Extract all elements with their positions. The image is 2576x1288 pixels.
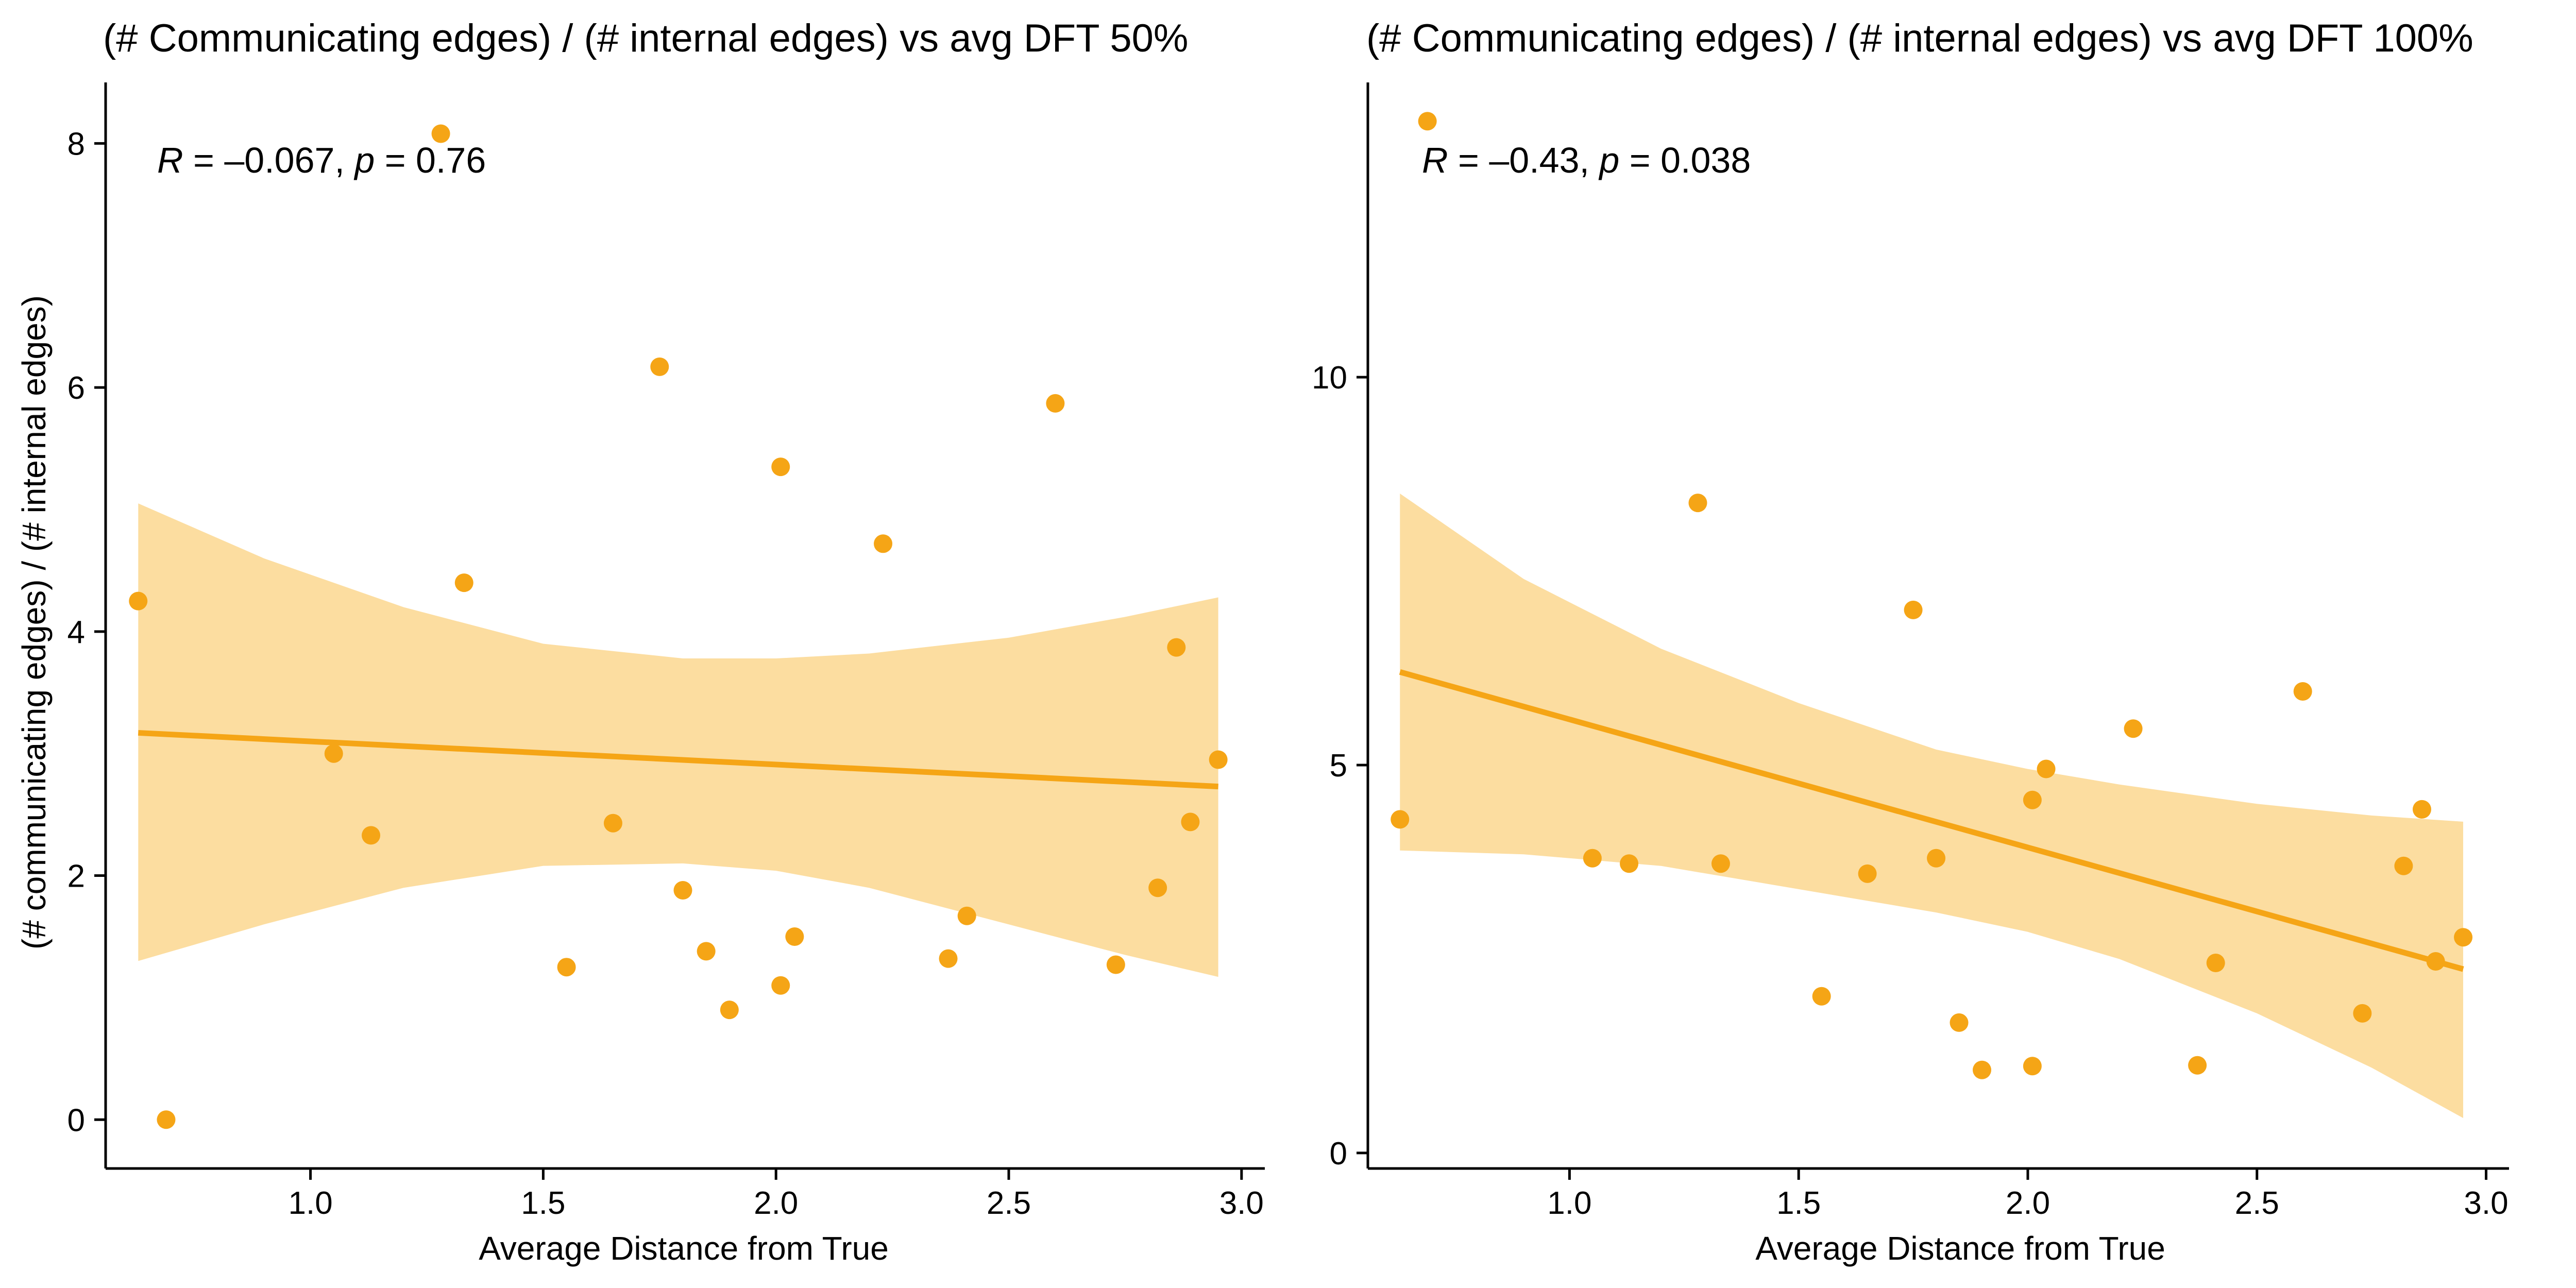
panel-right-confidence-band: [1400, 494, 2463, 1118]
panel-left-data-point: [771, 976, 790, 995]
panel-left-data-point: [157, 1110, 176, 1129]
panel-left-data-point: [874, 534, 893, 553]
panel-right: (# Communicating edges) / (# internal ed…: [1312, 16, 2509, 1267]
panel-right-data-point: [1688, 494, 1707, 513]
panel-left: (# Communicating edges) / (# internal ed…: [15, 16, 1265, 1267]
panel-right-regression-line: [1399, 669, 2464, 972]
panel-right-stat-p-value: = 0.038: [1619, 140, 1751, 180]
panel-left-x-tick-label: 2.0: [754, 1185, 798, 1221]
panel-left-data-point: [362, 826, 381, 845]
panel-right-x-tick-label: 2.5: [2235, 1185, 2279, 1221]
panel-left-y-tick-label: 0: [67, 1103, 85, 1138]
panel-left-data-point: [720, 1001, 739, 1020]
panel-right-data-point: [2206, 953, 2225, 972]
panel-left-data-point: [771, 457, 790, 477]
panel-right-data-point: [1950, 1013, 1969, 1032]
panel-left-stat-annotation: R = –0.067, p = 0.76: [157, 140, 486, 180]
panel-right-stat-annotation: R = –0.43, p = 0.038: [1422, 140, 1751, 180]
panel-right-x-tick-label: 3.0: [2464, 1185, 2508, 1221]
panel-left-points-layer: [129, 124, 1228, 1129]
panel-left-x-tick-label: 3.0: [1219, 1185, 1264, 1221]
panel-left-x-tick-label: 1.0: [288, 1185, 332, 1221]
panel-right-data-point: [2394, 856, 2413, 875]
panel-right-data-point: [1904, 600, 1923, 619]
panel-right-x-tick-label: 2.0: [2006, 1185, 2050, 1221]
panel-left-data-point: [454, 573, 473, 592]
panel-left-data-point: [1148, 878, 1167, 897]
panel-left-data-point: [129, 591, 148, 611]
panel-right-stat-r-label: R: [1422, 140, 1448, 180]
panel-right-data-point: [2353, 1004, 2372, 1023]
panel-left-data-point: [1209, 750, 1228, 769]
panel-left-data-point: [957, 906, 976, 925]
panel-right-data-point: [2426, 952, 2445, 971]
panel-left-y-axis-label: (# communicating edges) / (# internal ed…: [15, 295, 53, 950]
panel-right-data-point: [1620, 854, 1639, 873]
panel-left-data-point: [1167, 638, 1186, 657]
panel-right-data-point: [1711, 854, 1730, 873]
panel-right-data-point: [2188, 1056, 2207, 1075]
panel-right-x-axis-label: Average Distance from True: [1755, 1230, 2165, 1267]
panel-right-data-point: [2037, 759, 2056, 778]
panel-left-stat-r-label: R: [157, 140, 183, 180]
panel-right-data-point: [1973, 1060, 1992, 1079]
panel-right-x-tick-label: 1.0: [1547, 1185, 1591, 1221]
panel-right-data-point: [1927, 849, 1946, 868]
panel-right-stat-p-label: p: [1598, 140, 1619, 180]
panel-left-data-point: [673, 880, 692, 900]
panel-left-y-tick-label: 4: [67, 615, 85, 650]
panel-right-data-point: [1858, 864, 1877, 883]
panel-left-confidence-band: [138, 503, 1218, 977]
panel-left-fit-layer: [138, 730, 1218, 790]
panel-left-data-point: [939, 949, 958, 968]
panel-right-data-point: [2454, 928, 2473, 947]
panel-left-y-tick-label: 6: [67, 370, 85, 406]
panel-right-band-layer: [1400, 494, 2463, 1118]
panel-left-band-layer: [138, 503, 1218, 977]
panel-right-stat-r-value: = –0.43,: [1448, 140, 1600, 180]
panel-right-data-point: [2293, 682, 2312, 701]
panel-left-data-point: [697, 942, 716, 961]
panel-right-title: (# Communicating edges) / (# internal ed…: [1366, 16, 2473, 60]
panel-right-data-point: [1812, 987, 1831, 1006]
panel-left-title: (# Communicating edges) / (# internal ed…: [103, 16, 1188, 60]
panel-left-y-tick-label: 2: [67, 859, 85, 894]
panel-right-data-point: [2124, 719, 2143, 738]
panel-left-data-point: [785, 927, 804, 946]
panel-right-x-tick-label: 1.5: [1776, 1185, 1821, 1221]
panel-right-data-point: [1391, 810, 1410, 829]
panel-left-data-point: [431, 124, 450, 143]
panel-right-axes: 1.0 1.5 2.0 2.5 3.0 0 5 10: [1312, 82, 2509, 1221]
panel-left-data-point: [650, 357, 669, 376]
panel-left-data-point: [324, 744, 343, 763]
panel-left-data-point: [1046, 394, 1065, 413]
panel-left-data-point: [1181, 812, 1200, 832]
panel-right-data-point: [1583, 849, 1602, 868]
panel-right-data-point: [2023, 1057, 2042, 1076]
panel-right-data-point: [2023, 790, 2042, 809]
panel-left-stat-r-value: = –0.067,: [183, 140, 355, 180]
panel-right-y-tick-label: 5: [1330, 748, 1347, 784]
panel-left-stat-p-label: p: [353, 140, 375, 180]
panel-left-x-tick-label: 2.5: [987, 1185, 1031, 1221]
panel-left-data-point: [1106, 955, 1125, 974]
panel-right-y-tick-label: 10: [1312, 360, 1347, 396]
panel-left-x-tick-label: 1.5: [521, 1185, 565, 1221]
panel-right-data-point: [1418, 112, 1437, 131]
panel-left-stat-p-value: = 0.76: [375, 140, 486, 180]
panel-left-axes: 1.0 1.5 2.0 2.5 3.0 0 2 4 6 8: [67, 82, 1265, 1221]
panel-left-data-point: [603, 814, 622, 833]
panel-left-y-tick-label: 8: [67, 126, 85, 162]
panel-right-data-point: [2412, 800, 2431, 819]
panel-right-fit-layer: [1399, 669, 2464, 972]
panel-right-points-layer: [1391, 112, 2473, 1079]
panel-left-data-point: [557, 958, 576, 977]
panel-left-regression-line: [138, 730, 1218, 790]
panel-left-x-axis-label: Average Distance from True: [479, 1230, 889, 1267]
panel-right-y-tick-label: 0: [1330, 1136, 1347, 1172]
